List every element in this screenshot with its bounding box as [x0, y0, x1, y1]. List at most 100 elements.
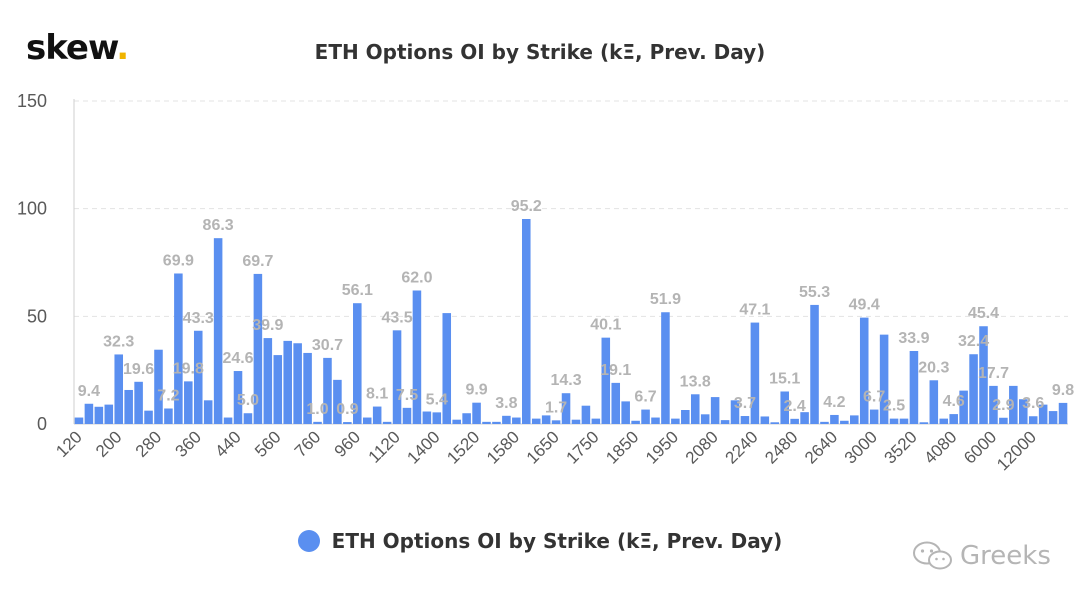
x-tick-label: 1400 — [403, 427, 443, 467]
bar — [859, 317, 869, 424]
data-label: 2.4 — [784, 398, 806, 415]
data-label: 0.9 — [336, 401, 358, 418]
x-tick-label: 3000 — [841, 427, 881, 467]
bar — [661, 312, 670, 424]
x-tick-label: 1850 — [602, 427, 642, 467]
data-label: 1.7 — [545, 399, 567, 416]
x-tick-label: 1120 — [365, 427, 404, 466]
bar — [422, 411, 432, 424]
bar — [681, 410, 690, 424]
bar — [740, 416, 750, 424]
bar — [213, 238, 223, 424]
brand-name: skew — [26, 28, 117, 68]
x-tick-label: 760 — [291, 427, 324, 460]
bar — [263, 338, 273, 424]
bar — [591, 418, 601, 424]
data-label: 6.7 — [634, 389, 656, 406]
bar — [114, 354, 124, 424]
data-label: 1.0 — [306, 401, 328, 418]
bar — [273, 355, 283, 424]
data-label: 95.2 — [511, 198, 542, 215]
x-tick-label: 1750 — [562, 427, 602, 467]
x-tick-label: 1520 — [443, 427, 483, 467]
data-label: 4.6 — [943, 393, 965, 410]
bar — [134, 381, 143, 424]
x-tick-label: 2480 — [761, 427, 801, 467]
x-tick-label: 120 — [52, 427, 85, 460]
bar — [710, 397, 720, 424]
data-label: 2.9 — [992, 397, 1014, 414]
bar — [193, 330, 203, 424]
bar — [521, 219, 531, 424]
bar — [631, 420, 640, 424]
data-label: 40.1 — [590, 317, 621, 334]
data-label: 3.6 — [1022, 395, 1044, 412]
data-label: 9.8 — [1052, 382, 1074, 399]
bar — [392, 330, 402, 424]
data-label: 5.0 — [237, 392, 259, 409]
bar — [144, 410, 153, 424]
data-label: 6.7 — [863, 389, 885, 406]
bar — [1018, 399, 1028, 424]
x-tick-label: 2080 — [682, 427, 722, 467]
data-label: 19.8 — [173, 360, 204, 377]
bar — [94, 406, 104, 424]
bar — [820, 421, 829, 424]
bar — [879, 334, 889, 424]
bar — [253, 273, 263, 424]
bar — [979, 326, 988, 424]
bar — [800, 412, 809, 424]
data-label: 8.1 — [366, 386, 388, 403]
bar — [283, 340, 292, 424]
bar — [551, 420, 561, 424]
data-label: 17.7 — [978, 365, 1009, 382]
bar — [343, 422, 352, 424]
data-label: 32.3 — [103, 333, 134, 350]
bar — [104, 404, 114, 424]
data-label: 33.9 — [898, 330, 929, 347]
bar — [750, 322, 760, 424]
bar — [790, 418, 799, 424]
bar — [611, 382, 621, 424]
data-label: 9.9 — [465, 382, 487, 399]
bar — [889, 418, 899, 424]
legend-swatch — [297, 530, 320, 552]
bar — [462, 413, 471, 424]
bar — [651, 417, 660, 424]
bar — [869, 409, 879, 424]
bar — [412, 290, 422, 424]
bar — [700, 414, 710, 424]
y-tick-label: 0 — [37, 414, 47, 434]
bar — [512, 417, 521, 424]
bar — [1058, 402, 1068, 424]
bar — [561, 393, 571, 424]
data-label: 19.6 — [123, 361, 154, 378]
data-label: 45.4 — [968, 305, 999, 322]
bar — [303, 352, 312, 424]
data-label: 69.7 — [242, 253, 273, 270]
x-tick-label: 1650 — [523, 427, 563, 467]
bar — [969, 354, 978, 424]
bar — [830, 414, 839, 424]
bar — [293, 343, 302, 424]
x-tick-label: 12000 — [993, 427, 1040, 474]
bar — [502, 415, 511, 424]
chart-legend[interactable]: ETH Options OI by Strike (kΞ, Prev. Day) — [0, 529, 1080, 553]
brand-dot: . — [116, 28, 129, 68]
x-tick-label: 4080 — [920, 427, 960, 467]
bar — [959, 390, 968, 424]
bar — [402, 407, 412, 424]
bar — [541, 415, 551, 424]
bar — [223, 417, 233, 424]
bar — [730, 400, 740, 424]
watermark: Greeks — [912, 540, 1051, 572]
data-label: 7.5 — [396, 387, 418, 404]
data-label: 9.4 — [78, 383, 100, 400]
x-tick-label: 2240 — [722, 427, 762, 467]
bar — [84, 403, 94, 424]
x-tick-label: 1950 — [642, 427, 682, 467]
bar — [1038, 404, 1048, 424]
bar — [720, 420, 730, 424]
legend-label: ETH Options OI by Strike (kΞ, Prev. Day) — [331, 529, 783, 553]
bar — [362, 417, 372, 424]
